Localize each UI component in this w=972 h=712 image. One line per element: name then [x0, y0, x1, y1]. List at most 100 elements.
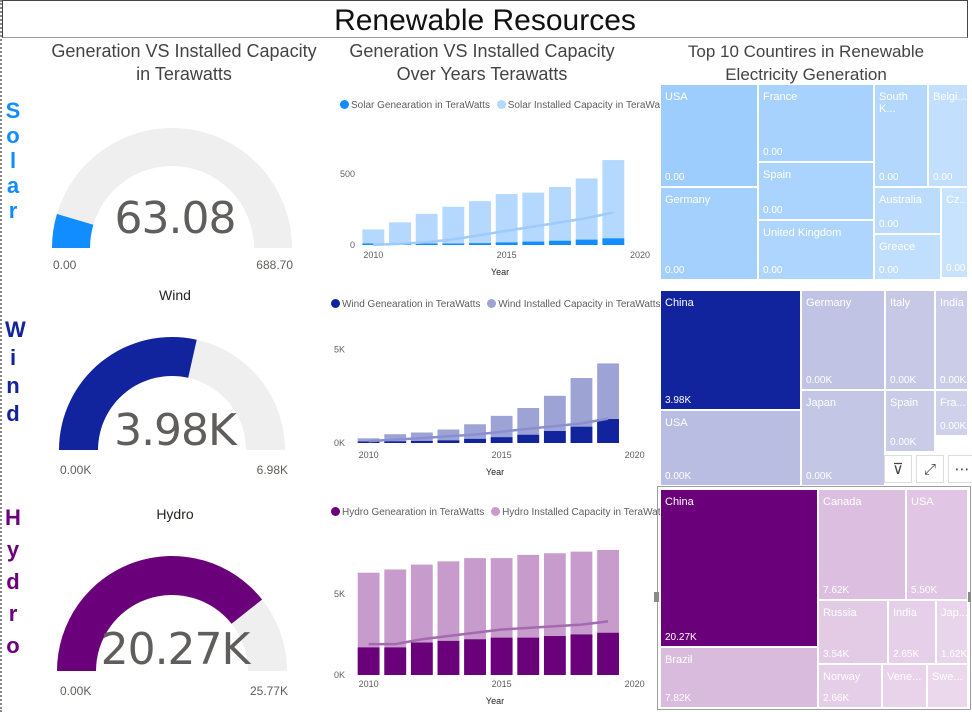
- hydro-treemap-cell[interactable]: Vene...: [882, 664, 927, 708]
- hydro-treemap-cell[interactable]: Jap... 1.62K: [936, 600, 968, 664]
- solar-generation-bar[interactable]: [442, 243, 465, 246]
- wind-capacity-bar[interactable]: [517, 407, 540, 443]
- solar-generation-bar[interactable]: [522, 241, 545, 245]
- solar-treemap-cell[interactable]: Belgi... 0.00: [928, 84, 968, 187]
- solar-gauge-fill[interactable]: [52, 213, 94, 248]
- hydro-generation-bar[interactable]: [490, 637, 513, 675]
- hydro-treemap-cell[interactable]: Russia 3.54K: [818, 600, 888, 664]
- solar-side-letter: S: [5, 98, 21, 123]
- hydro-generation-bar[interactable]: [437, 640, 460, 675]
- hydro-generation-bar[interactable]: [517, 637, 540, 675]
- hydro-generation-bar[interactable]: [464, 639, 486, 675]
- solar-capacity-bar[interactable]: [415, 213, 438, 245]
- solar-treemap-cell[interactable]: Cz... 0.00: [941, 187, 969, 278]
- solar-treemap-cell[interactable]: United Kingdom 0.00: [758, 220, 874, 280]
- hydro-treemap-cell[interactable]: USA 5.50K: [906, 489, 968, 600]
- hydro-treemap-cell[interactable]: Swe...: [927, 664, 968, 708]
- wind-treemap[interactable]: China 3.98K Germany 0.00K Italy 0.00K India 0.0…: [660, 290, 968, 486]
- solar-generation-bar[interactable]: [549, 240, 571, 245]
- solar-treemap-cell[interactable]: USA 0.00: [660, 84, 758, 187]
- solar-generation-bar[interactable]: [602, 238, 625, 245]
- wind-generation-bar[interactable]: [597, 419, 619, 443]
- solar-treemap-cell[interactable]: France 0.00: [758, 84, 874, 162]
- wind-capacity-bar[interactable]: [490, 415, 513, 443]
- filter-icon[interactable]: ⊽: [884, 455, 912, 483]
- resize-handle-left[interactable]: [654, 592, 659, 602]
- solar-combo-chart[interactable]: 0 500 2010 2015 2020 Year: [330, 148, 660, 283]
- hydro-generation-bar[interactable]: [543, 636, 566, 675]
- solar-capacity-bar[interactable]: [442, 206, 465, 245]
- wind-generation-bar[interactable]: [410, 440, 433, 443]
- solar-capacity-bar[interactable]: [522, 192, 545, 245]
- focus-mode-icon[interactable]: ⤢: [916, 455, 944, 483]
- treemap-cell-label: Germany: [806, 297, 852, 309]
- wind-generation-bar[interactable]: [464, 438, 486, 443]
- hydro-gauge[interactable]: Hydro 20.27K 0.00K 25.77K: [48, 506, 302, 706]
- solar-generation-bar[interactable]: [495, 242, 518, 245]
- resize-handle-right[interactable]: [966, 592, 971, 602]
- solar-gauge[interactable]: 63.08 0.00 688.70: [48, 93, 302, 283]
- hydro-generation-bar[interactable]: [570, 634, 593, 675]
- wind-treemap-cell[interactable]: USA 0.00K: [660, 410, 801, 486]
- legend-solar-generation[interactable]: Solar Genearation in TeraWatts: [340, 100, 490, 111]
- solar-gauge-track: [52, 128, 292, 248]
- hydro-generation-bar[interactable]: [357, 647, 380, 675]
- solar-generation-bar[interactable]: [469, 243, 491, 245]
- wind-generation-bar[interactable]: [570, 426, 593, 443]
- solar-treemap-cell[interactable]: South K... 0.00: [874, 84, 928, 187]
- wind-combo-chart[interactable]: 0K 5K 2010 2015 2020 Year: [325, 335, 660, 483]
- wind-treemap-cell[interactable]: India 0.00K: [935, 290, 968, 390]
- wind-treemap-cell[interactable]: Fra... 0.00K: [935, 390, 968, 436]
- solar-treemap-cell[interactable]: Germany 0.00: [660, 187, 758, 280]
- solar-treemap-cell[interactable]: Australia 0.00: [874, 187, 941, 234]
- hydro-gauge-fill[interactable]: [57, 556, 263, 671]
- wind-treemap-cell[interactable]: Italy 0.00K: [885, 290, 935, 390]
- solar-treemap[interactable]: USA 0.00 France 0.00 South K... 0.00 Belgi... 0…: [660, 84, 969, 280]
- hydro-generation-bar[interactable]: [384, 647, 407, 675]
- hydro-trend-line[interactable]: [368, 620, 609, 646]
- wind-treemap-cell[interactable]: Japan 0.00K: [801, 390, 885, 486]
- legend-solar-capacity[interactable]: Solar Installed Capacity in TeraWatts: [496, 100, 671, 111]
- wind-x-tick-label: 2015: [492, 450, 512, 460]
- solar-capacity-bar[interactable]: [389, 222, 411, 245]
- solar-trend-line[interactable]: [373, 211, 614, 246]
- solar-capacity-bar[interactable]: [575, 178, 598, 245]
- solar-capacity-bar[interactable]: [495, 194, 518, 245]
- wind-gauge[interactable]: Wind 3.98K 0.00K 6.98K: [48, 287, 302, 482]
- more-options-icon[interactable]: ⋯: [948, 455, 972, 483]
- solar-capacity-bar[interactable]: [549, 186, 571, 245]
- solar-capacity-bar[interactable]: [362, 229, 385, 245]
- wind-gauge-fill[interactable]: [59, 337, 197, 450]
- hydro-treemap-cell[interactable]: Canada 7.62K: [818, 489, 906, 600]
- wind-generation-bar[interactable]: [437, 440, 460, 443]
- solar-treemap-cell[interactable]: Greece 0.00: [874, 234, 941, 280]
- wind-trend-line[interactable]: [368, 417, 609, 443]
- solar-generation-bar[interactable]: [415, 243, 438, 246]
- hydro-treemap-cell[interactable]: Norway 2.66K: [818, 664, 882, 708]
- hydro-treemap-cell[interactable]: Brazil 7.82K: [660, 647, 818, 708]
- hydro-treemap[interactable]: China 20.27K Canada 7.62K USA 5.50K Brazil 7.82…: [660, 489, 968, 708]
- solar-generation-bar[interactable]: [575, 239, 598, 245]
- hydro-treemap-cell[interactable]: China 20.27K: [660, 489, 818, 647]
- legend-wind-generation[interactable]: Wind Genearation in TeraWatts: [331, 299, 480, 310]
- wind-generation-bar[interactable]: [357, 441, 380, 444]
- hydro-combo-chart[interactable]: 0K 5K 2010 2015 2020 Year: [325, 527, 660, 712]
- legend-wind-capacity[interactable]: Wind Installed Capacity in TeraWatts: [487, 299, 660, 310]
- legend-hydro-capacity[interactable]: Hydro Installed Capacity in TeraWatts: [491, 507, 668, 518]
- solar-capacity-bar[interactable]: [469, 201, 491, 245]
- wind-generation-bar[interactable]: [543, 431, 566, 443]
- wind-treemap-cell[interactable]: Germany 0.00K: [801, 290, 885, 390]
- wind-treemap-cell[interactable]: Spain 0.00K: [885, 390, 935, 452]
- hydro-generation-bar[interactable]: [597, 632, 619, 675]
- legend-hydro-generation[interactable]: Hydro Genearation in TeraWatts: [331, 507, 484, 518]
- wind-generation-bar[interactable]: [517, 434, 540, 443]
- wind-generation-bar[interactable]: [490, 437, 513, 443]
- solar-treemap-cell[interactable]: Spain 0.00: [758, 162, 874, 220]
- treemap-cell-value: 5.50K: [911, 585, 938, 596]
- wind-generation-bar[interactable]: [384, 441, 407, 443]
- wind-treemap-cell[interactable]: China 3.98K: [660, 290, 801, 410]
- hydro-generation-bar[interactable]: [410, 642, 433, 675]
- hydro-gauge-value: 20.27K: [100, 624, 251, 675]
- hydro-treemap-cell[interactable]: India 2.65K: [888, 600, 936, 664]
- solar-capacity-bar[interactable]: [602, 160, 625, 245]
